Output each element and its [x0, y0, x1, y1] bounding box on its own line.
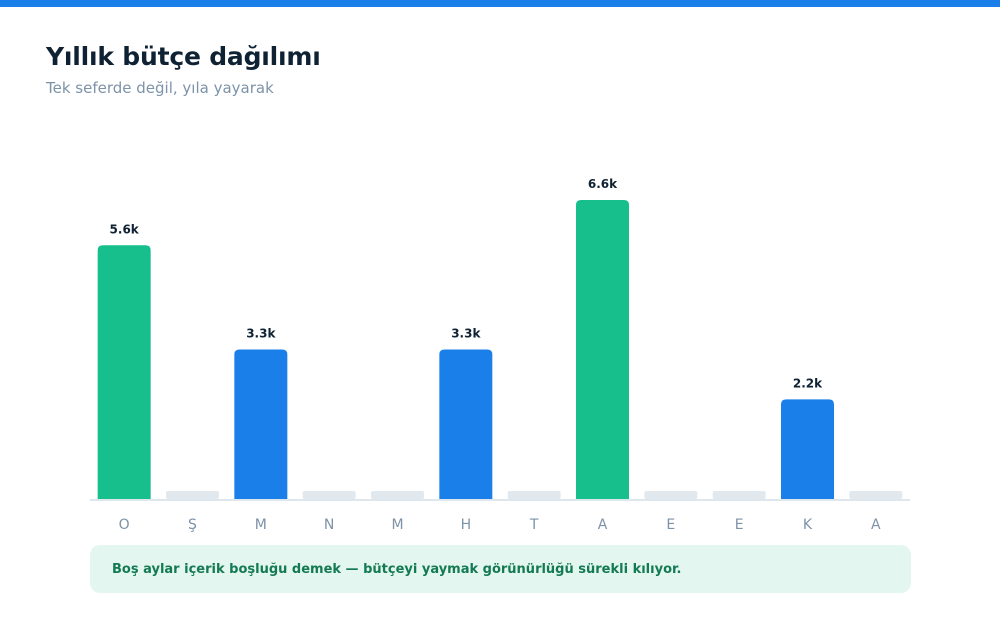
bar-chart: 5.6k O Ş 3.3k M N M 3.3k H T 6.6k A E E 2.2k K A [90, 177, 910, 533]
chart-subtitle: Tek seferde değil, yıla yayarak [46, 79, 274, 97]
x-tick-label-7: T [529, 517, 539, 533]
chart-title: Yıllık bütçe dağılımı [46, 42, 321, 71]
bar-value-label-1: 5.6k [110, 222, 140, 236]
empty-bar-9 [644, 491, 698, 499]
top-accent-bar [0, 0, 1000, 7]
x-tick-label-2: Ş [188, 517, 197, 533]
empty-bar-5 [371, 491, 424, 499]
x-tick-label-5: M [391, 517, 403, 533]
x-tick-label-6: H [461, 517, 472, 533]
x-tick-label-4: N [324, 517, 334, 533]
x-tick-label-1: O [119, 517, 130, 533]
bar-value-label-11: 2.2k [793, 376, 823, 390]
bar-11 [781, 399, 834, 499]
empty-bar-7 [507, 491, 561, 499]
x-tick-label-12: A [871, 517, 881, 533]
bar-3 [234, 349, 288, 499]
x-tick-label-3: M [255, 517, 267, 533]
bar-value-label-3: 3.3k [246, 327, 276, 341]
x-tick-label-11: K [803, 517, 813, 533]
x-tick-label-8: A [598, 517, 608, 533]
bar-6 [439, 349, 493, 499]
insight-note: Boş aylar içerik boşluğu demek — bütçeyi… [90, 545, 911, 593]
bar-value-label-6: 3.3k [451, 327, 481, 341]
bar-8 [576, 200, 629, 499]
x-tick-label-9: E [666, 517, 675, 533]
empty-bar-12 [849, 491, 903, 499]
empty-bar-10 [712, 491, 766, 499]
bar-value-label-8: 6.6k [588, 177, 618, 191]
insight-note-text: Boş aylar içerik boşluğu demek — bütçeyi… [112, 561, 682, 577]
bar-1 [97, 245, 151, 499]
empty-bar-2 [166, 491, 219, 499]
empty-bar-4 [302, 491, 356, 499]
x-tick-label-10: E [735, 517, 744, 533]
